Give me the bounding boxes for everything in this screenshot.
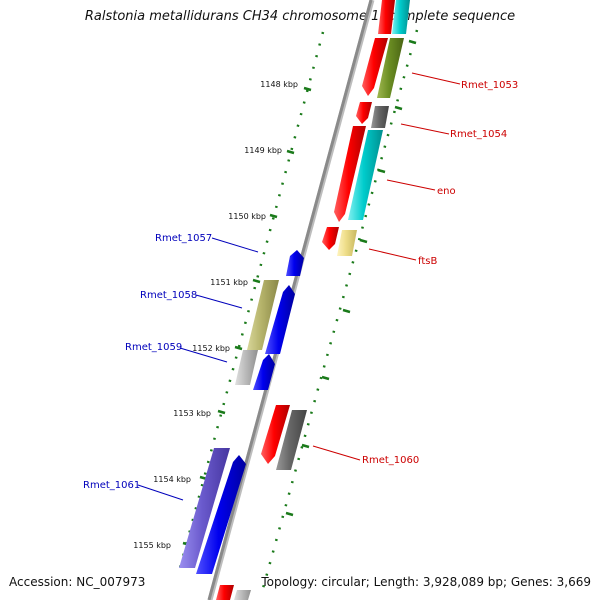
leader-rmet1061 <box>137 484 184 501</box>
leader-rmet1057 <box>211 237 259 253</box>
kbp-ticks <box>182 86 312 547</box>
accession-text: Accession: NC_007973 <box>9 575 146 589</box>
gene-ftsb-yellow[interactable] <box>337 230 357 256</box>
gene-rmet1054-red[interactable] <box>356 102 372 124</box>
gene-rmet1060-red[interactable] <box>261 405 290 464</box>
tick-1153 <box>217 409 226 415</box>
gene-rmet1059-blue[interactable] <box>253 354 275 390</box>
gene-ftsb-red[interactable] <box>322 227 339 250</box>
gene-rmet1059-lgray[interactable] <box>235 350 258 385</box>
gene-label-rmet1057[interactable]: Rmet_1057 <box>155 233 212 244</box>
gene-label-ftsb[interactable]: ftsB <box>418 256 437 267</box>
gene-rmet1053-red[interactable] <box>362 38 388 96</box>
gene-rmet1060-gray[interactable] <box>276 410 307 470</box>
gene-bottom-red[interactable] <box>216 585 234 600</box>
leader-rmet1058 <box>195 294 243 309</box>
gene-top-cyan[interactable] <box>392 0 410 34</box>
left-scale-line <box>178 31 325 569</box>
tick-label: 1149 kbp <box>244 146 282 155</box>
tick-label: 1154 kbp <box>153 475 191 484</box>
gene-rmet1057-blue[interactable] <box>286 250 304 276</box>
tick-label: 1153 kbp <box>173 409 211 418</box>
gene-label-eno[interactable]: eno <box>437 186 456 197</box>
tick-label: 1152 kbp <box>192 344 230 353</box>
gene-rmet1058-blue[interactable] <box>265 285 295 354</box>
leader-rmet1053 <box>411 72 461 85</box>
tick-label: 1150 kbp <box>228 212 266 221</box>
gene-label-rmet1060[interactable]: Rmet_1060 <box>362 455 419 466</box>
sequence-info-text: Topology: circular; Length: 3,928,089 bp… <box>261 575 591 589</box>
gene-rmet1053-olive[interactable] <box>377 38 404 98</box>
gene-rmet1054-gray[interactable] <box>371 106 389 128</box>
tick-label: 1151 kbp <box>210 278 248 287</box>
gene-rmet1058-khaki[interactable] <box>247 280 279 350</box>
gene-label-rmet1054[interactable]: Rmet_1054 <box>450 129 507 140</box>
tick-label: 1155 kbp <box>133 541 171 550</box>
leader-rmet1060 <box>312 445 361 461</box>
leader-rmet1054 <box>400 123 450 135</box>
gene-eno-red[interactable] <box>334 126 366 222</box>
gene-bottom-lgray[interactable] <box>234 590 251 600</box>
tick-1148 <box>303 86 312 92</box>
gene-eno-cyan[interactable] <box>348 130 383 220</box>
gene-label-rmet1058[interactable]: Rmet_1058 <box>140 290 197 301</box>
gene-label-rmet1059[interactable]: Rmet_1059 <box>125 342 182 353</box>
right-scale-line <box>260 29 419 593</box>
gene-top-red[interactable] <box>378 0 395 34</box>
tick-1150 <box>269 213 278 219</box>
gene-label-rmet1053[interactable]: Rmet_1053 <box>461 80 518 91</box>
tick-1151 <box>252 278 261 284</box>
tick-label: 1148 kbp <box>260 80 298 89</box>
leader-rmet1059 <box>179 347 228 363</box>
leader-eno <box>386 179 436 191</box>
gene-rmet1061-purple[interactable] <box>179 448 230 568</box>
gene-rmet1061-blue[interactable] <box>196 455 246 574</box>
leader-ftsb <box>368 248 417 261</box>
tick-1149 <box>286 149 295 155</box>
tick-1152 <box>234 345 243 351</box>
right-ticks <box>285 39 417 517</box>
gene-label-rmet1061[interactable]: Rmet_1061 <box>83 480 140 491</box>
